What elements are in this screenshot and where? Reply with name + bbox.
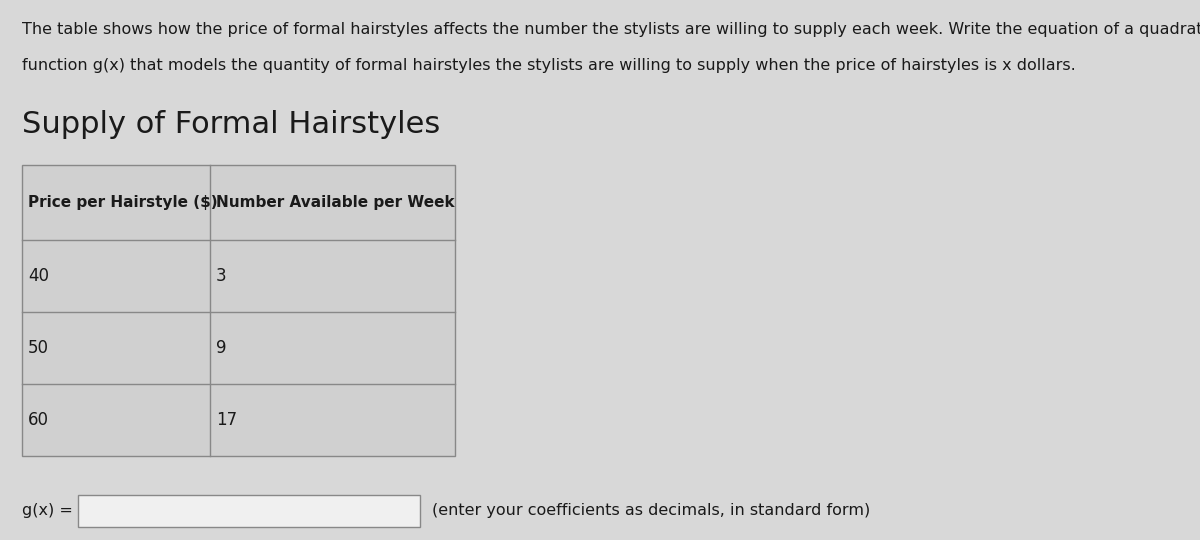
Text: 40: 40 — [28, 267, 49, 285]
Text: g(x) =: g(x) = — [22, 503, 73, 517]
Text: 60: 60 — [28, 411, 49, 429]
Text: 3: 3 — [216, 267, 227, 285]
Text: 17: 17 — [216, 411, 238, 429]
Text: The table shows how the price of formal hairstyles affects the number the stylis: The table shows how the price of formal … — [22, 22, 1200, 37]
FancyBboxPatch shape — [22, 165, 455, 456]
Text: (enter your coefficients as decimals, in standard form): (enter your coefficients as decimals, in… — [432, 503, 870, 517]
Text: Number Available per Week: Number Available per Week — [216, 195, 455, 210]
Text: function g(x) that models the quantity of formal hairstyles the stylists are wil: function g(x) that models the quantity o… — [22, 58, 1075, 73]
Text: Price per Hairstyle ($): Price per Hairstyle ($) — [28, 195, 217, 210]
Text: 9: 9 — [216, 339, 227, 357]
Text: Supply of Formal Hairstyles: Supply of Formal Hairstyles — [22, 110, 440, 139]
FancyBboxPatch shape — [78, 495, 420, 527]
Text: 50: 50 — [28, 339, 49, 357]
